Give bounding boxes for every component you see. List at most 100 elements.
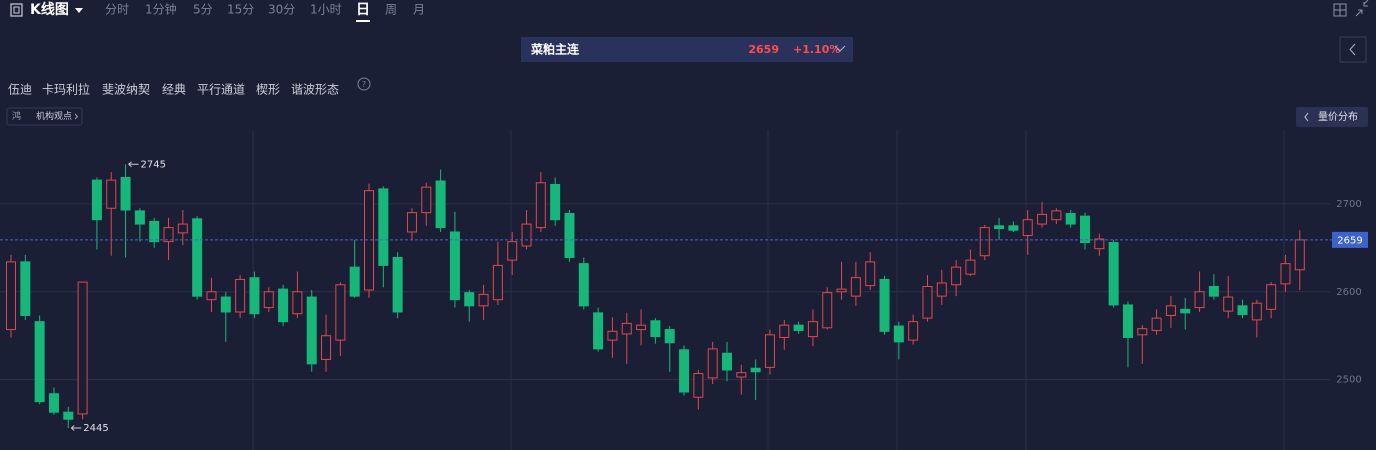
last-price-tag bbox=[1332, 231, 1368, 248]
interval-tab[interactable]: 15分 bbox=[227, 3, 254, 17]
candle-body bbox=[91, 179, 102, 221]
volume-profile-label[interactable]: 量价分布 bbox=[1318, 111, 1358, 123]
candle-body bbox=[1251, 302, 1262, 321]
interval-tab[interactable]: 30分 bbox=[268, 3, 295, 17]
ticker-name: 菜粕主连 bbox=[530, 42, 580, 57]
candle-body bbox=[593, 312, 604, 350]
side-panel-chevron bbox=[1349, 43, 1356, 56]
candle-body bbox=[1065, 213, 1076, 225]
candle-body bbox=[149, 220, 160, 243]
candle-body bbox=[965, 259, 976, 275]
drawing-tool[interactable]: 楔形 bbox=[256, 83, 280, 97]
last-price-label: 2659 bbox=[1337, 235, 1362, 246]
candle-body bbox=[550, 184, 561, 221]
interval-tab[interactable]: 1分钟 bbox=[145, 2, 177, 17]
help-icon[interactable] bbox=[357, 77, 371, 91]
side-panel-button[interactable] bbox=[1339, 36, 1367, 63]
drawing-tool[interactable]: 卡玛利拉 bbox=[42, 82, 90, 97]
ticker-box[interactable] bbox=[521, 37, 853, 62]
candle-body bbox=[1180, 308, 1191, 314]
candle-body bbox=[163, 227, 174, 243]
drawing-tool[interactable]: 谐波形态 bbox=[291, 83, 339, 97]
interval-tab[interactable]: 日 bbox=[356, 2, 370, 18]
candle-body bbox=[979, 227, 990, 257]
candle-body bbox=[1080, 215, 1090, 244]
candle-body bbox=[406, 212, 417, 233]
opinion-button[interactable] bbox=[6, 107, 83, 126]
candle-body bbox=[1137, 328, 1148, 336]
candle-body bbox=[34, 321, 45, 403]
candle-body bbox=[764, 334, 775, 368]
candle-body bbox=[865, 261, 876, 287]
candlestick-chart: 2500 2600 2700 2659 2745 2445 bbox=[0, 159, 1368, 434]
collapse-icon[interactable] bbox=[1355, 0, 1369, 17]
opinion-label[interactable]: 机构观点 bbox=[36, 110, 72, 122]
volume-profile-button[interactable] bbox=[1296, 107, 1368, 127]
candle-body bbox=[521, 223, 532, 247]
vertical-grid bbox=[252, 130, 1285, 450]
dropdown-arrow[interactable] bbox=[75, 8, 83, 13]
candle-body bbox=[994, 225, 1005, 229]
candle-body bbox=[693, 373, 704, 398]
candle-body bbox=[177, 223, 188, 234]
candle-body bbox=[650, 320, 661, 338]
candle-body bbox=[1194, 291, 1205, 309]
candle-body bbox=[335, 284, 346, 341]
candle-body bbox=[1122, 304, 1133, 338]
candle-body bbox=[564, 213, 575, 258]
candle-body bbox=[392, 256, 403, 313]
drawing-tool[interactable]: 斐波纳契 bbox=[102, 83, 150, 97]
chart-mode-icon-inner bbox=[13, 6, 20, 14]
candle-body bbox=[679, 349, 690, 393]
chart-mode[interactable]: K线图 bbox=[30, 1, 69, 18]
candle-body bbox=[292, 291, 303, 315]
candle-body bbox=[779, 324, 790, 338]
interval-tab[interactable]: 5分 bbox=[193, 3, 213, 17]
candle-body bbox=[20, 261, 31, 316]
candle-body bbox=[321, 335, 332, 360]
y-tick-label: 2600 bbox=[1336, 287, 1361, 298]
candle-body bbox=[664, 329, 675, 344]
interval-tab[interactable]: 1小时 bbox=[310, 3, 342, 17]
max-price-arrow bbox=[128, 161, 139, 168]
tool-group: 伍迪 卡玛利拉 斐波纳契 经典 平行通道 楔形 谐波形态 bbox=[8, 82, 339, 97]
candle-body bbox=[621, 322, 632, 335]
candle-body bbox=[220, 296, 231, 313]
min-price-label: 2445 bbox=[83, 423, 108, 434]
candle-body bbox=[793, 324, 804, 331]
candle-body bbox=[936, 282, 947, 297]
candle-body bbox=[1022, 219, 1033, 236]
drawing-tool[interactable]: 经典 bbox=[162, 83, 186, 97]
candle-body bbox=[1094, 238, 1105, 250]
candle-body bbox=[1008, 225, 1019, 231]
candle-body bbox=[106, 179, 117, 209]
candle-body bbox=[1208, 285, 1219, 297]
interval-tab[interactable]: 月 bbox=[413, 3, 425, 17]
candle-body bbox=[893, 325, 904, 343]
candle-body bbox=[750, 367, 761, 373]
min-price-arrow bbox=[70, 425, 82, 431]
candle-body bbox=[535, 182, 546, 229]
candle-body bbox=[636, 324, 647, 331]
opinion-chevron bbox=[74, 113, 79, 120]
candle-body bbox=[707, 348, 718, 379]
interval-tab[interactable]: 周 bbox=[385, 3, 397, 17]
interval-tab[interactable]: 分时 bbox=[105, 3, 129, 17]
candle-body bbox=[192, 218, 203, 297]
candle-body bbox=[278, 288, 289, 323]
volume-profile-chevron bbox=[1304, 112, 1309, 122]
candle-body bbox=[249, 277, 260, 315]
candle-body bbox=[836, 288, 847, 293]
candle-body bbox=[1237, 305, 1248, 316]
candle-body bbox=[364, 190, 374, 291]
candle-body bbox=[722, 352, 732, 371]
candle-body bbox=[435, 180, 446, 229]
drawing-tool[interactable]: 平行通道 bbox=[197, 83, 245, 97]
candle-body bbox=[807, 321, 818, 338]
candle-body bbox=[1051, 210, 1062, 221]
candle-body bbox=[850, 277, 861, 297]
drawing-tool[interactable]: 伍迪 bbox=[8, 83, 32, 97]
ticker-change: +1.10% bbox=[793, 43, 840, 56]
ticker-chevron[interactable] bbox=[834, 45, 846, 52]
